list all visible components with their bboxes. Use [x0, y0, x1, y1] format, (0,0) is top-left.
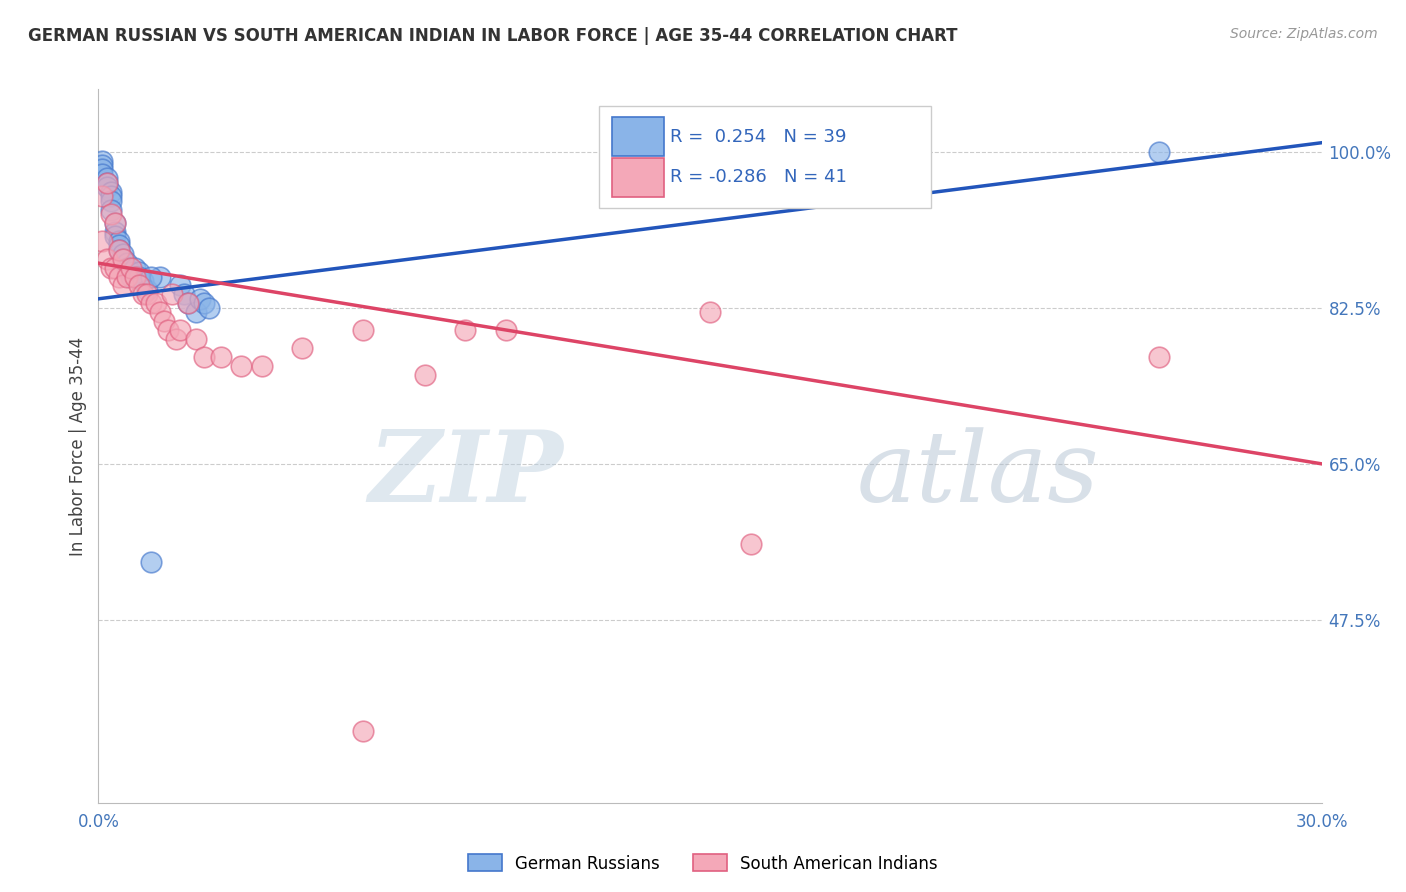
Point — [115, 256, 138, 270]
Point — [104, 216, 127, 230]
Point — [111, 278, 134, 293]
Point — [141, 296, 163, 310]
Point — [149, 269, 172, 284]
Text: ZIP: ZIP — [368, 426, 564, 523]
Point — [1147, 350, 1170, 364]
Point — [115, 260, 138, 275]
Point — [128, 269, 150, 284]
Point — [104, 216, 127, 230]
Point — [186, 332, 208, 346]
Point — [141, 269, 163, 284]
Point — [152, 314, 174, 328]
Point — [149, 305, 172, 319]
Point — [128, 265, 150, 279]
Point — [115, 269, 138, 284]
Point — [120, 265, 142, 279]
Point — [91, 162, 114, 177]
Point — [231, 359, 253, 373]
Point — [454, 323, 477, 337]
Point — [352, 724, 374, 739]
Point — [177, 296, 200, 310]
Y-axis label: In Labor Force | Age 35-44: In Labor Force | Age 35-44 — [69, 336, 87, 556]
Point — [156, 323, 179, 337]
Point — [108, 243, 131, 257]
Point — [91, 153, 114, 168]
Point — [91, 234, 114, 248]
Point — [100, 260, 122, 275]
Point — [177, 296, 200, 310]
Point — [188, 292, 212, 306]
Point — [100, 194, 122, 208]
Point — [108, 243, 131, 257]
Point — [173, 287, 195, 301]
Text: Source: ZipAtlas.com: Source: ZipAtlas.com — [1230, 27, 1378, 41]
Point — [250, 359, 273, 373]
Point — [104, 260, 127, 275]
Point — [111, 252, 134, 266]
Point — [165, 332, 187, 346]
Point — [132, 287, 155, 301]
Point — [96, 176, 118, 190]
Point — [169, 323, 191, 337]
Point — [197, 301, 219, 315]
Point — [740, 537, 762, 551]
Point — [96, 171, 118, 186]
Text: R = -0.286   N = 41: R = -0.286 N = 41 — [669, 169, 846, 186]
Point — [136, 283, 159, 297]
Point — [100, 207, 122, 221]
Point — [91, 189, 114, 203]
Point — [100, 189, 122, 203]
Point — [145, 296, 167, 310]
Point — [699, 305, 721, 319]
Point — [128, 278, 150, 293]
Point — [120, 260, 142, 275]
Point — [193, 350, 215, 364]
Point — [104, 225, 127, 239]
Point — [120, 269, 142, 284]
Point — [160, 287, 183, 301]
Point — [1147, 145, 1170, 159]
Point — [291, 341, 314, 355]
Point — [413, 368, 436, 382]
Point — [141, 555, 163, 569]
Text: GERMAN RUSSIAN VS SOUTH AMERICAN INDIAN IN LABOR FORCE | AGE 35-44 CORRELATION C: GERMAN RUSSIAN VS SOUTH AMERICAN INDIAN … — [28, 27, 957, 45]
Point — [96, 252, 118, 266]
Point — [96, 180, 118, 194]
Point — [209, 350, 232, 364]
Point — [100, 185, 122, 199]
Point — [132, 274, 155, 288]
Point — [193, 296, 215, 310]
Point — [124, 260, 146, 275]
Text: atlas: atlas — [856, 427, 1099, 522]
Point — [108, 269, 131, 284]
Point — [124, 269, 146, 284]
Point — [352, 323, 374, 337]
Point — [104, 229, 127, 244]
Point — [495, 323, 517, 337]
Point — [169, 278, 191, 293]
Point — [136, 287, 159, 301]
Point — [186, 305, 208, 319]
Point — [108, 238, 131, 252]
Point — [111, 247, 134, 261]
Point — [91, 167, 114, 181]
Point — [111, 252, 134, 266]
Legend: German Russians, South American Indians: German Russians, South American Indians — [461, 847, 945, 880]
Point — [91, 158, 114, 172]
Text: R =  0.254   N = 39: R = 0.254 N = 39 — [669, 128, 846, 145]
Point — [108, 234, 131, 248]
Point — [96, 176, 118, 190]
Point — [100, 202, 122, 217]
